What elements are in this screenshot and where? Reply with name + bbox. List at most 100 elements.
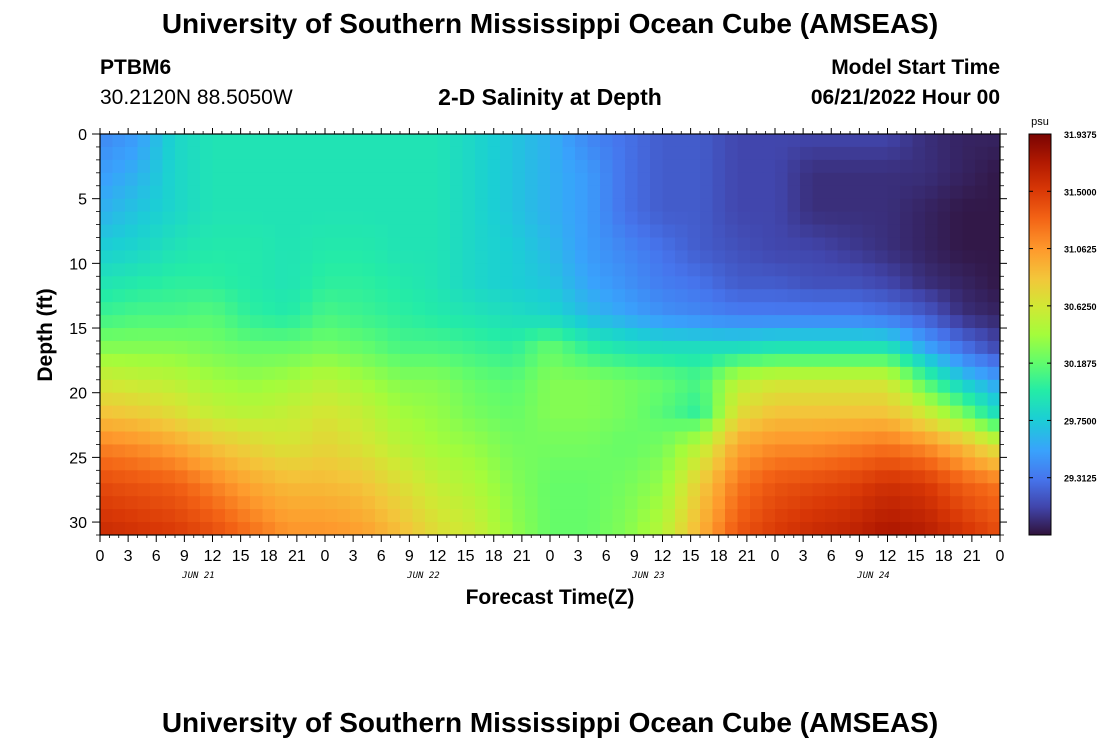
heatmap-cell [625, 340, 639, 355]
heatmap-cell [475, 172, 489, 187]
heatmap-cell [512, 444, 526, 458]
heatmap-cell [337, 289, 351, 303]
heatmap-cell [325, 146, 339, 161]
heatmap-cell [325, 134, 339, 148]
heatmap-cell [387, 496, 401, 510]
heatmap-cell [225, 431, 239, 446]
heatmap-cell [212, 483, 226, 497]
heatmap-cell [987, 431, 1000, 446]
heatmap-cell [587, 250, 601, 264]
heatmap-cell [200, 250, 214, 264]
heatmap-cell [837, 198, 851, 213]
heatmap-cell [862, 444, 876, 458]
heatmap-cell [850, 470, 864, 484]
heatmap-cell [787, 522, 801, 535]
heatmap-cell [425, 483, 439, 497]
heatmap-cell [500, 328, 514, 342]
x-tick-label: 12 [204, 548, 222, 565]
heatmap-cell [312, 315, 326, 329]
heatmap-cell [325, 263, 339, 277]
heatmap-cell [400, 198, 414, 213]
heatmap-cell [412, 276, 426, 290]
heatmap-cell [550, 224, 564, 239]
heatmap-cell [200, 172, 214, 187]
heatmap-cell [775, 483, 789, 497]
heatmap-cell [750, 522, 764, 535]
heatmap-cell [475, 496, 489, 510]
heatmap-cell [637, 172, 651, 187]
heatmap-cell [762, 159, 776, 174]
heatmap-cell [675, 509, 689, 523]
heatmap-cell [650, 483, 664, 497]
heatmap-cell [175, 457, 189, 471]
heatmap-cell [287, 289, 301, 303]
heatmap-cell [737, 250, 751, 264]
heatmap-cell [525, 392, 539, 407]
x-tick-label: 0 [996, 548, 1005, 565]
heatmap-cell [775, 405, 789, 420]
heatmap-cell [837, 392, 851, 407]
heatmap-cell [350, 405, 364, 420]
heatmap-cell [187, 405, 201, 420]
heatmap-cell [600, 340, 614, 355]
heatmap-cell [187, 250, 201, 264]
heatmap-cell [775, 431, 789, 446]
heatmap-cell [375, 146, 389, 161]
heatmap-cell [625, 522, 639, 535]
heatmap-cell [937, 457, 951, 471]
heatmap-cell [612, 483, 626, 497]
heatmap-cell [112, 496, 126, 510]
heatmap-cell [925, 457, 939, 471]
heatmap-cell [512, 159, 526, 174]
heatmap-cell [737, 185, 751, 200]
x-tick-label: 15 [232, 548, 250, 565]
heatmap-cell [962, 509, 976, 523]
heatmap-cell [387, 444, 401, 458]
heatmap-cell [775, 522, 789, 535]
heatmap-cell [500, 198, 514, 213]
heatmap-cell [962, 340, 976, 355]
heatmap-cell [712, 134, 726, 148]
heatmap-cell [425, 431, 439, 446]
heatmap-cell [350, 509, 364, 523]
heatmap-cell [225, 405, 239, 420]
heatmap-cell [600, 302, 614, 316]
heatmap-cell [987, 146, 1000, 161]
x-axis-label: Forecast Time(Z) [466, 586, 635, 609]
heatmap-cell [312, 134, 326, 148]
heatmap-cell [650, 250, 664, 264]
heatmap-cell [412, 379, 426, 394]
heatmap-cell [812, 509, 826, 523]
heatmap-cell [562, 444, 576, 458]
heatmap-cell [250, 198, 264, 213]
heatmap-cell [725, 483, 739, 497]
heatmap-cell [450, 431, 464, 446]
x-day-label: JUN 22 [406, 571, 440, 581]
heatmap-cell [287, 328, 301, 342]
heatmap-cell [650, 134, 664, 148]
heatmap-cell [537, 250, 551, 264]
heatmap-cell [600, 470, 614, 484]
heatmap-cell [250, 509, 264, 523]
heatmap-cell [650, 159, 664, 174]
heatmap-cell [825, 522, 839, 535]
colorbar-tick-label: 30.6250 [1064, 302, 1097, 312]
heatmap-cell [100, 366, 114, 381]
heatmap-cell [450, 185, 464, 200]
heatmap-cell [950, 522, 964, 535]
heatmap-cell [137, 483, 151, 497]
heatmap-cell [150, 444, 164, 458]
heatmap-cell [200, 211, 214, 226]
heatmap-cell [762, 405, 776, 420]
heatmap-cell [812, 211, 826, 226]
heatmap-cell [225, 340, 239, 355]
heatmap-cell [900, 418, 914, 433]
heatmap-cell [875, 379, 889, 394]
heatmap-cell [787, 340, 801, 355]
heatmap-cell [500, 172, 514, 187]
heatmap-cell [587, 211, 601, 226]
heatmap-cell [250, 263, 264, 277]
heatmap-cell [362, 470, 376, 484]
x-tick-label: 9 [405, 548, 414, 565]
heatmap-cell [387, 250, 401, 264]
